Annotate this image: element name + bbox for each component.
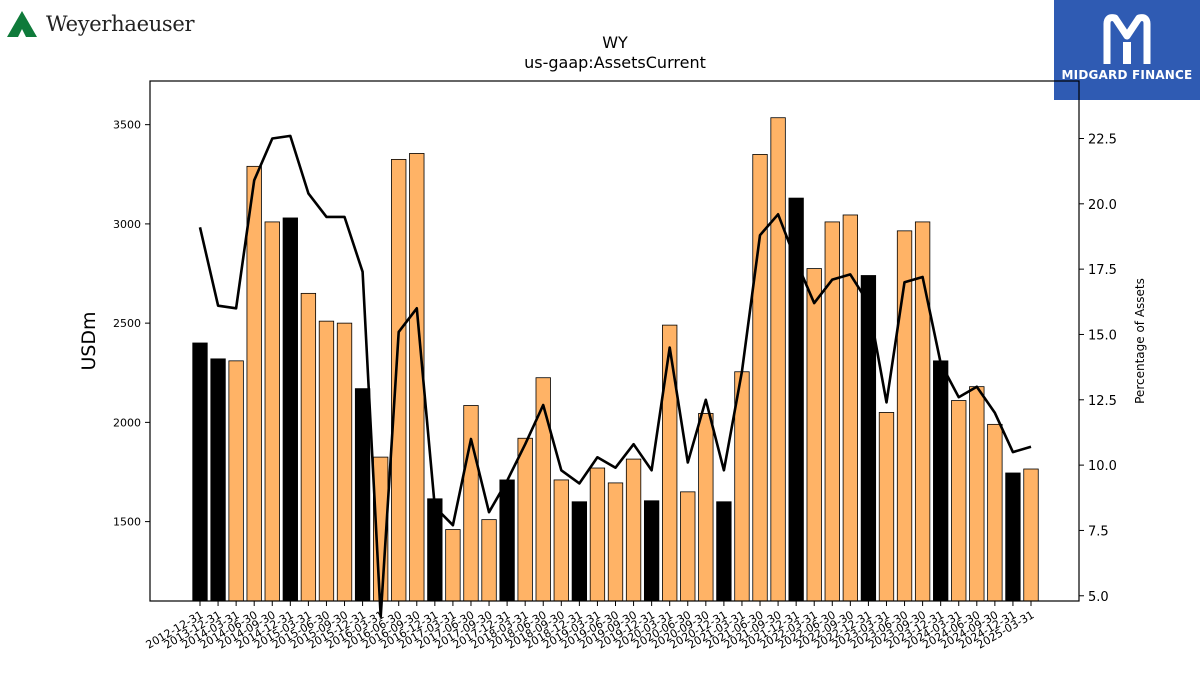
chart-title: WY [602, 33, 628, 52]
y-tick-label: 2500 [113, 317, 141, 330]
bar-2019-03-31 [589, 467, 606, 602]
bar-2017-09-30 [481, 519, 497, 602]
y2-tick-label: 10.0 [1088, 459, 1117, 474]
bar-2023-12-31 [933, 360, 949, 602]
y-tick-label: 1500 [113, 516, 141, 529]
partner-badge: MIDGARD FINANCE [1054, 0, 1200, 100]
bar-2018-12-31 [571, 501, 588, 602]
midgard-m-logo-icon [1103, 14, 1151, 64]
bar-2015-03-31 [300, 292, 317, 602]
bar-2015-09-30 [336, 322, 353, 602]
bar-2014-03-31 [228, 360, 244, 602]
y-tick-label: 3500 [113, 119, 141, 132]
y2-tick-label: 7.5 [1088, 524, 1109, 539]
bar-2015-12-31 [354, 388, 371, 602]
bars-layer [192, 117, 1039, 602]
bar-2019-12-31 [643, 500, 660, 602]
bar-2016-12-31 [427, 498, 443, 602]
y-axis-label: USDm [78, 311, 100, 370]
bar-2018-09-30 [553, 479, 569, 602]
bar-2017-03-31 [445, 529, 461, 602]
bar-2019-06-30 [607, 482, 624, 602]
bar-2021-06-30 [752, 154, 768, 602]
bar-2024-03-31 [951, 400, 967, 602]
weyerhaeuser-brand: Weyerhaeuser [6, 6, 195, 42]
y2-tick-label: 15.0 [1088, 328, 1117, 343]
bar-2024-09-30 [987, 423, 1003, 602]
y-tick-label: 2000 [113, 416, 141, 429]
bar-2024-12-31 [1005, 472, 1021, 602]
bar-2016-06-30 [391, 158, 407, 602]
tree-logo-icon [7, 11, 37, 37]
bar-2017-12-31 [499, 479, 515, 602]
bar-2012-12-31 [192, 342, 208, 602]
bar-2015-06-30 [318, 320, 335, 602]
bar-2023-03-31 [878, 412, 895, 602]
bar-2014-06-30 [246, 165, 262, 602]
bar-2020-06-30 [680, 491, 696, 602]
y2-tick-label: 22.5 [1088, 132, 1117, 147]
bar-2018-03-31 [517, 437, 533, 602]
bar-2021-09-30 [770, 117, 786, 602]
bar-2020-12-31 [716, 501, 732, 602]
chart-subtitle: us-gaap:AssetsCurrent [524, 53, 706, 72]
bar-2019-09-30 [625, 458, 642, 602]
x-axis: 2012-12-312013-12-312014-03-312014-06-30… [144, 601, 1037, 652]
y2-axis: 5.0 7.5 10.0 12.5 15.0 17.5 20.0 22.5 [1079, 132, 1117, 605]
y2-tick-label: 5.0 [1088, 590, 1109, 605]
y-tick-label: 3000 [113, 218, 141, 231]
y2-axis-label: Percentage of Assets [1133, 278, 1147, 404]
y2-tick-label: 17.5 [1088, 263, 1117, 278]
line-layer [198, 134, 1032, 619]
brand-name: Weyerhaeuser [46, 12, 195, 36]
bar-2025-03-31 [1023, 468, 1039, 602]
bar-2018-06-30 [535, 377, 551, 602]
bar-2014-09-30 [264, 221, 280, 602]
bar-2013-12-31 [210, 358, 226, 602]
partner-name: MIDGARD FINANCE [1061, 68, 1193, 82]
series-line-pct-assets [198, 134, 1032, 619]
bar-2017-06-30 [463, 405, 479, 602]
y-axis: 1500 2000 2500 3000 3500 [113, 119, 150, 529]
bar-2024-06-30 [969, 386, 985, 602]
bar-2022-03-31 [806, 268, 822, 602]
bar-2014-12-31 [282, 217, 298, 602]
plot-frame [149, 80, 1080, 602]
bar-2020-03-31 [662, 324, 678, 602]
y2-tick-label: 12.5 [1088, 394, 1117, 409]
bar-2020-09-30 [698, 413, 714, 602]
y2-tick-label: 20.0 [1088, 198, 1117, 213]
bar-2022-09-30 [842, 214, 858, 602]
